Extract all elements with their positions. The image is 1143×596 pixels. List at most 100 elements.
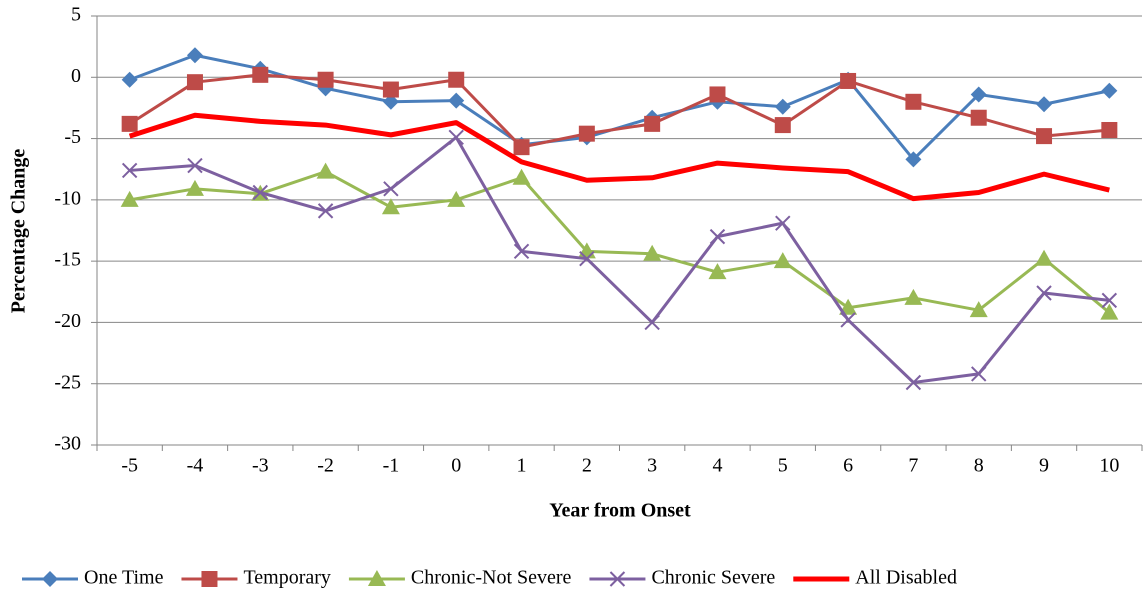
series — [121, 66, 1118, 156]
marker — [42, 571, 58, 587]
x-axis-label: Year from Onset — [549, 500, 691, 522]
marker — [709, 228, 726, 245]
marker — [1036, 96, 1053, 113]
legend-item: Chronic-Not Severe — [348, 567, 572, 589]
marker — [382, 93, 399, 110]
y-tick-label: -15 — [54, 249, 81, 271]
marker — [774, 98, 791, 115]
marker — [448, 71, 465, 88]
series — [121, 47, 1118, 168]
y-tick-label: -25 — [54, 371, 81, 393]
marker — [774, 117, 791, 134]
y-tick-label: -30 — [54, 433, 81, 455]
marker — [775, 215, 791, 231]
marker — [905, 151, 922, 168]
marker — [381, 198, 400, 215]
legend-label: One Time — [84, 567, 164, 589]
series — [120, 162, 1119, 320]
marker — [708, 263, 727, 280]
marker — [382, 81, 399, 98]
y-tick-label: -5 — [64, 126, 81, 148]
marker — [1101, 292, 1118, 309]
series — [128, 112, 1110, 202]
marker — [970, 86, 987, 103]
marker — [644, 314, 660, 331]
marker — [121, 115, 138, 132]
y-tick-label: -20 — [54, 310, 81, 332]
marker — [1036, 128, 1053, 145]
x-tick-label: 7 — [908, 455, 918, 477]
x-tick-label: 5 — [778, 455, 788, 477]
marker — [969, 301, 988, 318]
x-tick-label: 8 — [974, 455, 984, 477]
legend-label: All Disabled — [855, 567, 957, 589]
marker — [186, 74, 203, 91]
marker — [252, 184, 268, 201]
legend-label: Chronic-Not Severe — [411, 567, 572, 589]
series — [121, 129, 1118, 391]
x-tick-label: 4 — [712, 455, 722, 477]
marker — [609, 571, 626, 587]
marker — [579, 250, 595, 267]
marker — [644, 115, 661, 132]
marker — [512, 168, 531, 185]
marker — [317, 71, 334, 88]
y-tick-label: 5 — [71, 4, 81, 26]
marker — [513, 243, 530, 260]
marker — [840, 312, 856, 328]
x-tick-label: -1 — [383, 455, 400, 477]
marker — [1101, 121, 1118, 138]
line — [129, 170, 1111, 314]
x-tick-label: 0 — [451, 455, 461, 477]
line — [128, 112, 1110, 202]
marker — [316, 162, 335, 179]
marker — [513, 139, 530, 156]
marker — [970, 109, 987, 126]
x-tick-label: 10 — [1099, 455, 1119, 477]
legend-label: Chronic Severe — [651, 567, 775, 589]
marker — [773, 252, 792, 269]
y-tick-label: 0 — [71, 65, 81, 87]
x-tick-label: 6 — [843, 455, 853, 477]
marker — [971, 366, 987, 382]
legend-item: One Time — [22, 567, 164, 589]
marker — [121, 162, 138, 179]
marker — [1100, 303, 1119, 320]
marker — [317, 203, 334, 219]
marker — [185, 179, 204, 196]
marker — [186, 47, 203, 64]
marker — [448, 129, 464, 146]
marker — [121, 71, 138, 88]
y-axis-label: Percentage Change — [8, 149, 30, 314]
legend-label: Temporary — [243, 567, 330, 589]
x-tick-label: 1 — [517, 455, 527, 477]
marker — [578, 125, 595, 142]
x-tick-label: 9 — [1039, 455, 1049, 477]
marker — [840, 72, 857, 89]
marker — [448, 92, 465, 109]
marker — [187, 157, 203, 174]
marker — [383, 181, 399, 197]
x-tick-label: -2 — [317, 455, 334, 477]
marker — [252, 66, 269, 83]
line — [128, 73, 1110, 149]
marker — [643, 244, 662, 261]
marker — [447, 190, 466, 207]
marker — [904, 288, 923, 305]
legend-item: All Disabled — [793, 567, 957, 589]
marker — [709, 86, 726, 103]
marker — [1101, 82, 1118, 99]
y-tick-label: -10 — [54, 187, 81, 209]
x-tick-label: 2 — [582, 455, 592, 477]
legend-item: Temporary — [181, 567, 331, 589]
x-tick-label: -4 — [187, 455, 204, 477]
line — [129, 53, 1110, 161]
line — [129, 135, 1110, 384]
x-tick-label: -3 — [252, 455, 269, 477]
marker — [905, 374, 922, 391]
marker — [120, 190, 139, 207]
legend-item: Chronic Severe — [589, 567, 775, 589]
marker — [1036, 285, 1052, 301]
marker — [1035, 249, 1054, 266]
